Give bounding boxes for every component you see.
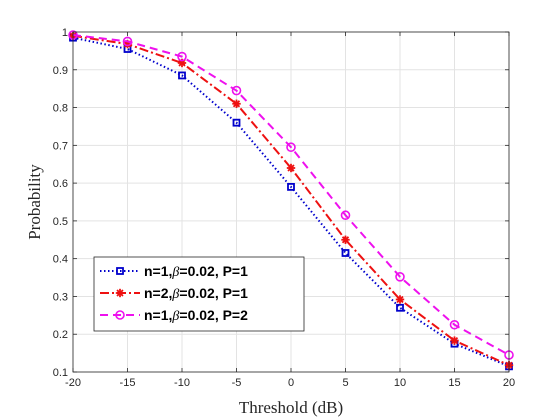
y-tick-label: 0.8 [53,103,68,115]
data-point [232,118,241,127]
legend-label-part: =0.02, P=1 [179,263,248,279]
legend-label-part: β [171,309,179,324]
x-tick-label: -20 [65,377,81,389]
y-tick-label: 0.9 [53,65,68,77]
x-tick-label: -10 [174,377,190,389]
legend-label: n=1,β=0.02, P=1 [144,263,248,280]
data-point [395,271,405,282]
legend-item: n=2,β=0.02, P=1 [100,285,248,302]
legend-label-part: =0.02, P=2 [179,307,248,323]
y-tick-label: 0.6 [53,178,68,190]
y-tick-label: 0.1 [53,367,68,379]
legend-item: n=1,β=0.02, P=2 [100,307,248,324]
series-line [72,34,510,356]
series-3 [68,30,514,360]
y-tick-label: 0.7 [53,140,68,152]
series-layer [68,30,514,371]
y-axis-label: Probability [25,164,44,240]
legend-label-part: n=2, [144,285,172,301]
x-tick-label: 15 [448,377,460,389]
series-2 [68,31,514,370]
data-point [232,99,241,108]
series-line [72,34,510,367]
legend-marker [115,288,125,298]
data-point [286,163,296,173]
data-point [341,235,350,244]
data-point [231,85,242,96]
data-point [287,182,295,191]
x-tick-label: 10 [394,377,406,389]
y-tick-label: 0.5 [53,216,68,228]
series-line [72,36,510,368]
legend: n=1,β=0.02, P=1n=2,β=0.02, P=1n=1,β=0.02… [93,256,305,332]
data-point [449,319,460,330]
data-point [395,295,405,304]
x-tick-label: -15 [120,377,136,389]
legend-label-part: n=1, [144,263,172,279]
x-tick-label: 0 [288,377,294,389]
data-point [396,303,404,312]
x-tick-label: -5 [232,377,242,389]
data-point [122,36,133,47]
legend-label-part: =0.02, P=1 [179,285,248,301]
y-tick-label: 0.3 [53,291,68,303]
axis-ticks: -20 -15 -10 -5 0 5 10 15 20 0.1 0.2 0.3 0.4 0.5 0.6 0.7… [53,27,515,389]
legend-label: n=2,β=0.02, P=1 [144,285,248,302]
legend-label: n=1,β=0.02, P=2 [144,307,248,324]
x-tick-label: 20 [503,377,515,389]
data-point [286,142,296,153]
legend-label-part: β [171,287,179,302]
legend-marker [115,310,125,320]
legend-label-part: n=1, [144,307,172,323]
legend-label-part: β [171,265,179,280]
y-tick-label: 0.2 [53,329,68,341]
legend-item: n=1,β=0.02, P=1 [100,263,248,280]
data-point [177,51,187,62]
data-point [178,71,186,80]
data-point [450,336,459,345]
x-axis-label: Threshold (dB) [239,398,343,417]
legend-marker [116,267,124,275]
y-tick-label: 0.4 [53,254,68,266]
x-tick-label: 5 [342,377,348,389]
data-point [340,210,351,221]
y-tick-label: 1 [62,27,68,39]
data-point [341,249,350,257]
